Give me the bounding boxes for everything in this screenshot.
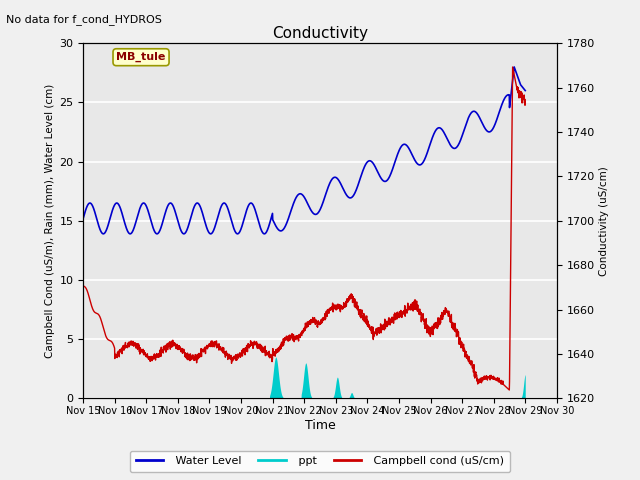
Legend:  Water Level,  ppt,  Campbell cond (uS/cm): Water Level, ppt, Campbell cond (uS/cm) — [130, 451, 510, 472]
Title: Conductivity: Conductivity — [272, 25, 368, 41]
Text: No data for f_cond_HYDROS: No data for f_cond_HYDROS — [6, 14, 163, 25]
Text: MB_tule: MB_tule — [116, 52, 166, 62]
Y-axis label: Campbell Cond (uS/m), Rain (mm), Water Level (cm): Campbell Cond (uS/m), Rain (mm), Water L… — [45, 84, 55, 358]
X-axis label: Time: Time — [305, 419, 335, 432]
Y-axis label: Conductivity (uS/cm): Conductivity (uS/cm) — [599, 166, 609, 276]
